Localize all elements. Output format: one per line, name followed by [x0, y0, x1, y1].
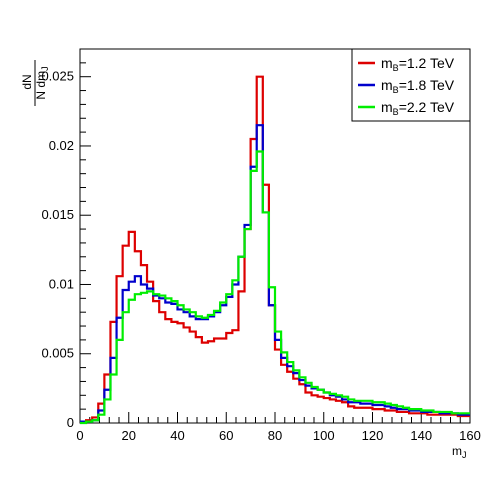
legend-entry-sub: B — [393, 85, 399, 95]
x-axis-label: mJ — [452, 444, 467, 460]
legend-entry-main: m — [381, 99, 393, 115]
x-tick-label: 0 — [76, 428, 83, 443]
x-tick-label: 40 — [170, 428, 184, 443]
y-tick-label: 0.01 — [49, 276, 74, 291]
legend-entry-suffix: =1.2 TeV — [399, 55, 455, 71]
legend-entry-2: mB=1.8 TeV — [381, 77, 455, 95]
legend-entry-1: mB=1.2 TeV — [381, 55, 455, 73]
legend-entry-sub: B — [393, 107, 399, 117]
x-tick-label: 80 — [268, 428, 282, 443]
legend-entry-main: m — [381, 55, 393, 71]
x-tick-label: 140 — [410, 428, 432, 443]
series-layer — [80, 75, 470, 425]
y-axis-label-numerator: dN — [20, 74, 34, 89]
legend-entry-main: m — [381, 77, 393, 93]
legend-entry-suffix: =2.2 TeV — [399, 99, 455, 115]
x-tick-label: 120 — [362, 428, 384, 443]
x-axis-label-main: m — [452, 444, 462, 458]
y-axis-label-denominator: N dmJ — [34, 66, 50, 99]
y-axis-label: dN N dmJ — [20, 60, 50, 106]
legend-entry-sub: B — [393, 63, 399, 73]
y-tick-label: 0.005 — [41, 346, 74, 361]
series-line-1 — [80, 75, 470, 423]
series-line-3 — [80, 150, 470, 425]
y-axis-label-denominator-prefix: N dm — [34, 71, 48, 100]
series-line-2 — [80, 124, 470, 423]
x-axis-label-sub: J — [462, 450, 467, 460]
y-tick-label: 0 — [67, 415, 74, 430]
legend-entry-3: mB=2.2 TeV — [381, 99, 455, 117]
x-tick-label: 160 — [459, 428, 481, 443]
x-tick-label: 100 — [313, 428, 335, 443]
legend-entry-suffix: =1.8 TeV — [399, 77, 455, 93]
x-tick-label: 60 — [219, 428, 233, 443]
y-tick-label: 0.015 — [41, 207, 74, 222]
y-tick-label: 0.025 — [41, 69, 74, 84]
axes-layer: 0 20 40 60 80 100 120 140 160 0 0.005 0.01 0.015 0.02… — [41, 48, 481, 443]
x-tick-label: 20 — [122, 428, 136, 443]
y-axis-label-denominator-sub: J — [40, 66, 50, 71]
y-tick-label: 0.02 — [49, 138, 74, 153]
